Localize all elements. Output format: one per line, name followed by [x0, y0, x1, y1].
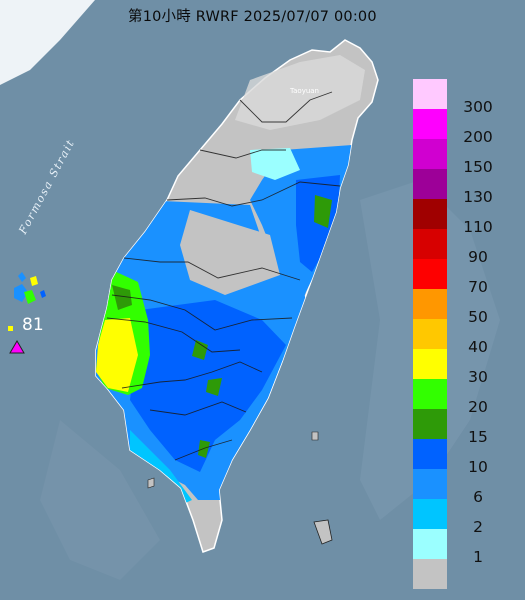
- legend-label: 50: [468, 308, 488, 326]
- legend-label: 200: [463, 128, 493, 146]
- legend-label: 40: [468, 338, 488, 356]
- penghu-islands: [14, 272, 46, 304]
- legend-swatch: [413, 139, 447, 169]
- county-boundaries: [106, 91, 341, 461]
- station-dot: [8, 326, 13, 331]
- orchid-island: [313, 519, 333, 545]
- legend-swatch: [413, 109, 447, 139]
- legend-label: 2: [473, 518, 483, 536]
- xiaoliuqiu-island: [147, 477, 155, 489]
- legend-label: 150: [463, 158, 493, 176]
- legend-label: 70: [468, 278, 488, 296]
- north-terrain: [235, 55, 365, 130]
- legend-swatch: [413, 259, 447, 289]
- legend-swatch: [413, 529, 447, 559]
- legend-swatch: [413, 289, 447, 319]
- legend-label: 110: [463, 218, 493, 236]
- rain-15-e: [198, 440, 210, 458]
- legend-swatch: [413, 439, 447, 469]
- legend-swatch: [413, 319, 447, 349]
- rain-15-b: [314, 195, 332, 228]
- legend-label: 10: [468, 458, 488, 476]
- dry-central: [180, 210, 280, 295]
- legend-swatch: [413, 499, 447, 529]
- rainfall-field: [96, 145, 352, 510]
- legend-label: 1: [473, 548, 483, 566]
- green-island: [311, 431, 319, 441]
- legend-swatch: [413, 229, 447, 259]
- rain-15-d: [206, 378, 222, 396]
- legend-label: 15: [468, 428, 488, 446]
- legend-swatch: [413, 469, 447, 499]
- map-title: 第10小時 RWRF 2025/07/07 00:00: [128, 9, 377, 25]
- legend-label: 20: [468, 398, 488, 416]
- rain-15-c: [192, 340, 208, 360]
- legend-swatch: [413, 409, 447, 439]
- legend-swatch: [413, 169, 447, 199]
- city-label: Taoyuan: [290, 87, 319, 95]
- legend-swatch: [413, 379, 447, 409]
- legend-swatch: [413, 79, 447, 109]
- rain-30-coast: [96, 318, 138, 392]
- legend-swatch: [413, 559, 447, 589]
- legend-label: 300: [463, 98, 493, 116]
- legend-label: 90: [468, 248, 488, 266]
- sea-relief-sw: [40, 420, 160, 580]
- mainland-china-coast: [0, 0, 95, 85]
- legend-label: 130: [463, 188, 493, 206]
- legend-swatch: [413, 349, 447, 379]
- max-rainfall-value: 81: [22, 315, 44, 335]
- legend-label: 6: [473, 488, 483, 506]
- legend-label: 30: [468, 368, 488, 386]
- rainfall-legend: [413, 79, 447, 589]
- rain-15-a: [112, 285, 132, 310]
- rain-1-north: [250, 148, 300, 180]
- max-rainfall-station-icon: [9, 340, 25, 354]
- legend-swatch: [413, 199, 447, 229]
